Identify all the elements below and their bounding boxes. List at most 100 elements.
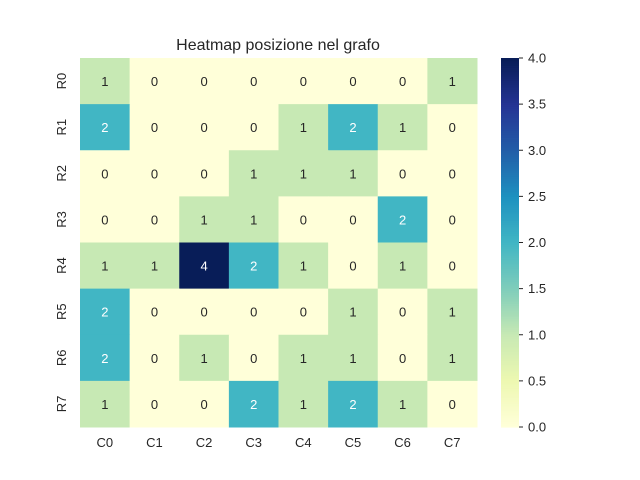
colorbar-segment — [501, 404, 519, 408]
heatmap-cell — [179, 242, 230, 290]
colorbar-segment — [501, 371, 519, 375]
heatmap-cell — [377, 334, 428, 382]
colorbar-segment — [501, 229, 519, 233]
heatmap-cell — [129, 242, 180, 290]
cell-value-label: 0 — [300, 212, 307, 227]
colorbar-segment — [501, 329, 519, 332]
colorbar-segment — [501, 166, 519, 170]
x-tick-label: C6 — [394, 435, 411, 450]
colorbar-segment — [501, 161, 519, 164]
heatmap-cell — [228, 104, 279, 151]
colorbar-segment — [501, 255, 519, 258]
colorbar-segment — [501, 395, 519, 399]
heatmap-cell — [228, 334, 279, 382]
heatmap-cell — [179, 334, 230, 382]
colorbar-segment — [501, 122, 519, 126]
cell-value-label: 2 — [250, 259, 257, 274]
y-axis-tick-labels: R0 R1 R2 R3 R4 R5 R6 R7 — [54, 73, 69, 413]
cell-value-labels: 1 0 0 0 0 0 0 1 2 0 0 0 1 2 1 0 0 0 0 1 1 1 0 0 0 0 1 1 0 0 2 0 1 1 4 2 1 0 1 0… — [101, 74, 456, 412]
heatmap-cell — [80, 288, 131, 336]
colorbar-segment — [501, 351, 519, 354]
y-tick-label: R2 — [54, 165, 69, 182]
cell-value-label: 0 — [349, 212, 356, 227]
heatmap-cell — [278, 242, 329, 290]
heatmap-cell — [179, 58, 230, 105]
colorbar-segment — [501, 222, 519, 225]
colorbar-segment — [501, 362, 519, 365]
colorbar-segment — [501, 89, 519, 92]
colorbar-segment — [501, 80, 519, 83]
heatmap-cell — [129, 104, 180, 151]
colorbar-segment — [501, 196, 519, 199]
colorbar-segment — [501, 203, 519, 207]
colorbar-segment — [501, 109, 519, 113]
heatmap-cell — [80, 380, 131, 428]
colorbar-segment — [501, 321, 519, 325]
x-tick-label: C4 — [295, 435, 312, 450]
colorbar-segment — [501, 233, 519, 236]
x-tick-label: C3 — [245, 435, 262, 450]
cell-value-label: 0 — [101, 212, 108, 227]
cell-value-label: 2 — [399, 212, 406, 227]
colorbar-segment — [501, 67, 519, 70]
colorbar-segment — [501, 414, 519, 417]
colorbar-segment — [501, 100, 519, 103]
colorbar-segment — [501, 305, 519, 308]
colorbar-segment — [501, 61, 519, 65]
cell-value-label: 1 — [151, 259, 158, 274]
colorbar-segment — [501, 290, 519, 293]
y-tick-label: R1 — [54, 119, 69, 136]
colorbar-segment — [501, 314, 519, 317]
colorbar-segment — [501, 425, 519, 428]
colorbar-segment — [501, 93, 519, 96]
heatmap-cell — [278, 380, 329, 428]
colorbar-segment — [501, 176, 519, 179]
colorbar-segment — [501, 323, 519, 327]
cell-value-label: 0 — [151, 305, 158, 320]
cell-value-label: 0 — [399, 305, 406, 320]
colorbar-segment — [501, 410, 519, 413]
colorbar-segment — [501, 238, 519, 242]
colorbar-segment — [501, 308, 519, 312]
colorbar-segment — [501, 279, 519, 282]
cell-value-label: 0 — [349, 74, 356, 89]
colorbar-segment — [501, 148, 519, 151]
colorbar-segment — [501, 334, 519, 338]
y-tick-label: R4 — [54, 257, 69, 274]
colorbar-segment — [501, 423, 519, 426]
colorbar-tick-label: 3.0 — [528, 143, 546, 158]
colorbar-segment — [501, 117, 519, 120]
x-tick-label: C1 — [146, 435, 163, 450]
colorbar-segment — [501, 70, 519, 74]
y-tick-label: R3 — [54, 211, 69, 228]
colorbar-segment — [501, 69, 519, 72]
cell-value-label: 0 — [449, 212, 456, 227]
colorbar-segment — [501, 126, 519, 129]
heatmap-cell — [328, 334, 379, 382]
colorbar-segment — [501, 220, 519, 223]
colorbar-segment — [501, 260, 519, 264]
cell-value-label: 0 — [449, 397, 456, 412]
cell-value-label: 0 — [300, 305, 307, 320]
colorbar-segment — [501, 249, 519, 253]
colorbar-segment — [501, 78, 519, 81]
colorbar-segment — [501, 246, 519, 249]
colorbar-segment — [501, 342, 519, 345]
cell-value-label: 1 — [250, 166, 257, 181]
heatmap-cell — [328, 196, 379, 243]
colorbar-segment — [501, 207, 519, 210]
cell-value-label: 1 — [349, 166, 356, 181]
colorbar-segment — [501, 201, 519, 205]
colorbar-segment — [501, 165, 519, 168]
cell-value-label: 1 — [349, 351, 356, 366]
colorbar-segment — [501, 390, 519, 393]
colorbar-segment — [501, 356, 519, 360]
cell-value-label: 0 — [200, 74, 207, 89]
cell-value-label: 1 — [399, 397, 406, 412]
colorbar-segment — [501, 65, 519, 68]
colorbar-segment — [501, 270, 519, 273]
cell-value-label: 0 — [200, 305, 207, 320]
heatmap-cell — [80, 242, 131, 290]
colorbar-segment — [501, 419, 519, 423]
colorbar-segment — [501, 141, 519, 144]
